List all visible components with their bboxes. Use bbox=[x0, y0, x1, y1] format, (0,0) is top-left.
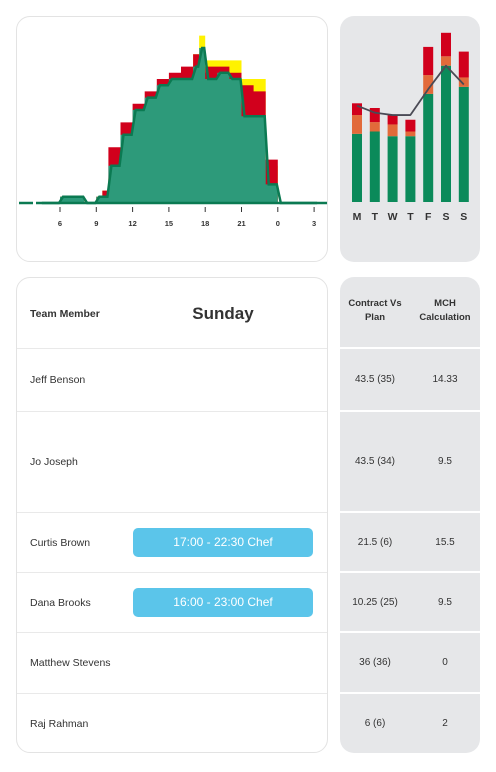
roster-row[interactable]: Curtis Brown 17:00 - 22:30 Chef bbox=[17, 512, 327, 572]
week-bar-6-seg-1 bbox=[458, 77, 469, 87]
stats-row: 21.5 (6) 15.5 bbox=[340, 511, 480, 571]
week-bar-6-seg-0 bbox=[458, 86, 469, 202]
roster-table: Team Member Sunday Jeff Benson Jo Joseph C… bbox=[16, 277, 328, 753]
week-bar-5-seg-2 bbox=[441, 32, 451, 57]
contract-vs-plan-value: 10.25 (25) bbox=[352, 596, 398, 608]
mch-calculation-value: 9.5 bbox=[438, 596, 452, 608]
team-member-name: Matthew Stevens bbox=[30, 657, 111, 669]
stats-row: 43.5 (35) 14.33 bbox=[340, 347, 480, 410]
week-bar-0-seg-1 bbox=[352, 115, 362, 134]
roster-row[interactable]: Jeff Benson bbox=[17, 348, 327, 411]
week-bar-1-seg-0 bbox=[369, 131, 380, 202]
x-tick-label: 15 bbox=[165, 219, 173, 228]
day-label: T bbox=[372, 211, 379, 223]
week-bar-1-seg-1 bbox=[369, 122, 380, 132]
roster-row[interactable]: Jo Joseph bbox=[17, 411, 327, 512]
mch-calculation-header: MCH Calculation bbox=[419, 298, 471, 323]
day-label: S bbox=[442, 211, 449, 223]
week-bar-2-seg-1 bbox=[387, 124, 398, 137]
contract-vs-plan-value: 43.5 (35) bbox=[354, 374, 396, 385]
shift-block[interactable]: 16:00 - 23:00 Chef bbox=[133, 587, 313, 617]
week-bar-2-seg-2 bbox=[387, 115, 398, 125]
contract-vs-plan-header: Contract Vs Plan bbox=[348, 298, 402, 323]
x-tick-label: 3 bbox=[312, 219, 316, 228]
mch-calculation-value: 14.33 bbox=[432, 374, 458, 385]
week-bar-3-seg-1 bbox=[405, 131, 416, 137]
team-member-name: Jeff Benson bbox=[30, 374, 86, 386]
team-member-name: Dana Brooks bbox=[30, 596, 91, 609]
week-bar-3-seg-0 bbox=[405, 136, 416, 202]
x-tick-label: 21 bbox=[237, 219, 245, 228]
week-bar-0-seg-2 bbox=[352, 103, 362, 116]
week-bar-2-seg-0 bbox=[387, 136, 398, 202]
week-bar-4-seg-2 bbox=[423, 46, 434, 76]
x-tick-label: 6 bbox=[58, 219, 62, 228]
day-label: T bbox=[407, 211, 414, 223]
week-bar-6-seg-2 bbox=[458, 51, 469, 78]
week-bar-5-seg-0 bbox=[441, 65, 451, 202]
team-member-name: Raj Rahman bbox=[30, 718, 89, 730]
contract-vs-plan-value: 6 (6) bbox=[364, 718, 386, 729]
day-label: M bbox=[353, 211, 362, 223]
mch-calculation-value: 15.5 bbox=[435, 536, 455, 548]
week-bar-3-seg-2 bbox=[405, 119, 416, 132]
day-header: Sunday bbox=[192, 304, 254, 323]
contract-vs-plan-value: 21.5 (6) bbox=[357, 536, 393, 548]
week-bar-0-seg-0 bbox=[352, 133, 362, 202]
team-member-name: Curtis Brown bbox=[30, 536, 91, 549]
contract-vs-plan-value: 43.5 (34) bbox=[354, 456, 396, 467]
day-label: F bbox=[425, 211, 432, 223]
week-average-line bbox=[356, 64, 465, 116]
x-tick-label: 0 bbox=[276, 219, 280, 228]
hourly-chart-card: 6 9 12 15 18 21 0 3 bbox=[16, 16, 328, 262]
week-bar-4-seg-1 bbox=[423, 75, 434, 94]
shift-block[interactable]: 17:00 - 22:30 Chef bbox=[133, 527, 313, 557]
week-bar-4-seg-0 bbox=[423, 93, 434, 202]
contract-vs-plan-value: 36 (36) bbox=[359, 657, 391, 668]
roster-row[interactable]: Raj Rahman bbox=[17, 693, 327, 752]
week-bar-1-seg-2 bbox=[369, 108, 380, 123]
hourly-area-series-2 bbox=[41, 48, 315, 203]
x-tick-label: 12 bbox=[128, 219, 136, 228]
stats-row: 10.25 (25) 9.5 bbox=[340, 571, 480, 631]
team-member-name: Jo Joseph bbox=[30, 456, 78, 468]
stats-row: 36 (36) 0 bbox=[340, 631, 480, 692]
mch-calculation-value: 9.5 bbox=[438, 456, 452, 467]
x-tick-label: 18 bbox=[201, 219, 209, 228]
roster-row[interactable]: Matthew Stevens bbox=[17, 632, 327, 693]
day-label: S bbox=[460, 211, 467, 223]
team-member-header: Team Member bbox=[30, 308, 100, 320]
mch-calculation-value: 2 bbox=[442, 718, 448, 729]
stats-row: 43.5 (34) 9.5 bbox=[340, 410, 480, 511]
day-label: W bbox=[388, 211, 398, 223]
mch-calculation-value: 0 bbox=[442, 657, 448, 668]
hourly-chart: 6 9 12 15 18 21 0 3 bbox=[19, 35, 327, 228]
stats-table: Contract Vs Plan MCH Calculation 43.5 (3… bbox=[340, 277, 480, 753]
roster-row[interactable]: Dana Brooks 16:00 - 23:00 Chef bbox=[17, 572, 327, 632]
stats-row: 6 (6) 2 bbox=[340, 692, 480, 753]
x-tick-label: 9 bbox=[94, 219, 98, 228]
week-bar-5-seg-1 bbox=[441, 56, 451, 66]
